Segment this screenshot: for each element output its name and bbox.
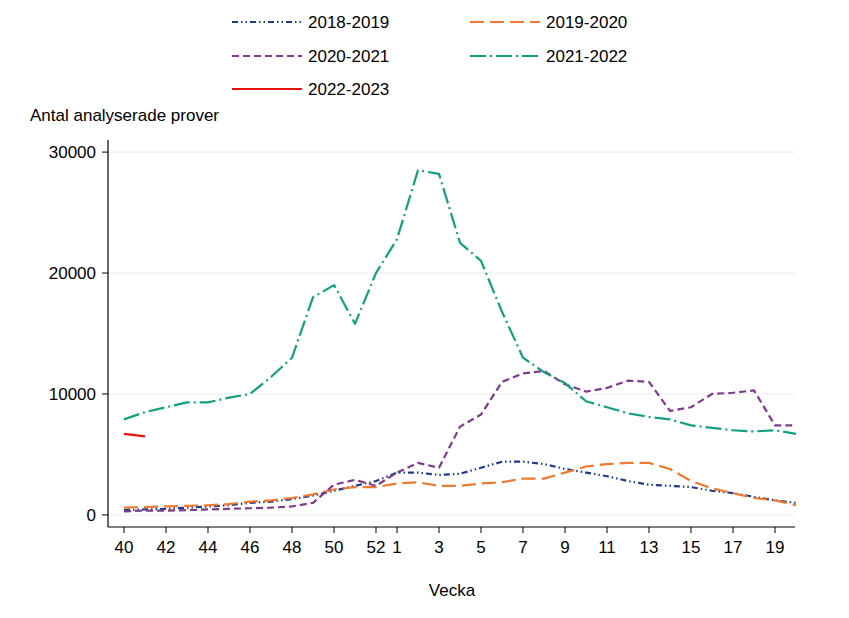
x-tick-label: 50 [325, 538, 344, 557]
series-line [124, 170, 796, 434]
y-tick-label: 10000 [49, 385, 96, 404]
grid-line [108, 393, 795, 394]
x-axis [108, 526, 795, 527]
y-tick-label: 20000 [49, 264, 96, 283]
y-tick [102, 393, 108, 394]
x-tick [775, 527, 776, 533]
x-tick [565, 527, 566, 533]
x-tick [376, 527, 377, 533]
x-tick-label: 17 [724, 538, 743, 557]
chart-svg: 0100002000030000404244464850521357911131… [0, 0, 849, 618]
x-tick-label: 9 [560, 538, 569, 557]
x-tick-label: 46 [241, 538, 260, 557]
legend-label: 2021-2022 [546, 47, 627, 66]
x-tick-label: 15 [682, 538, 701, 557]
legend-swatch [232, 21, 302, 23]
series-group [124, 170, 796, 511]
y-tick [102, 514, 108, 515]
x-tick-label: 1 [392, 538, 401, 557]
x-tick-label: 44 [199, 538, 218, 557]
y-tick [102, 273, 108, 274]
x-tick [334, 527, 335, 533]
legend-swatch [232, 55, 302, 57]
x-tick-label: 7 [518, 538, 527, 557]
x-tick [481, 527, 482, 533]
x-tick-label: 52 [367, 538, 386, 557]
grid-line [108, 273, 795, 274]
legend-label: 2018-2019 [308, 13, 389, 32]
x-tick [250, 527, 251, 533]
x-tick-label: 11 [598, 538, 616, 557]
x-tick [439, 527, 440, 533]
grid-line [108, 514, 795, 515]
legend-swatch [470, 55, 540, 57]
x-tick [208, 527, 209, 533]
x-axis-label: Vecka [429, 581, 476, 600]
x-tick-label: 19 [766, 538, 785, 557]
legend-label: 2020-2021 [308, 47, 389, 66]
x-tick-label: 40 [115, 538, 134, 557]
x-tick [523, 527, 524, 533]
x-tick [292, 527, 293, 533]
series-line [124, 434, 145, 436]
series-line [124, 462, 796, 510]
series-line [124, 371, 796, 511]
x-tick-label: 3 [434, 538, 443, 557]
x-tick [691, 527, 692, 533]
legend-swatch [470, 21, 540, 23]
x-tick [397, 527, 398, 533]
x-tick [649, 527, 650, 533]
x-tick [733, 527, 734, 533]
chart-container: 0100002000030000404244464850521357911131… [0, 0, 849, 618]
series-line [124, 463, 796, 508]
x-tick [124, 527, 125, 533]
legend-label: 2022-2023 [308, 80, 389, 99]
legend-swatch [232, 88, 302, 90]
x-tick [166, 527, 167, 533]
x-tick-label: 42 [157, 538, 176, 557]
y-tick-label: 30000 [49, 143, 96, 162]
y-axis [107, 140, 108, 527]
grid-line [108, 152, 795, 153]
x-tick-label: 48 [283, 538, 302, 557]
y-tick [102, 152, 108, 153]
x-tick-label: 5 [476, 538, 485, 557]
x-tick-label: 13 [640, 538, 659, 557]
x-tick [607, 527, 608, 533]
y-tick-label: 0 [87, 506, 96, 525]
legend-label: 2019-2020 [546, 13, 627, 32]
y-axis-label: Antal analyserade prover [30, 106, 219, 125]
